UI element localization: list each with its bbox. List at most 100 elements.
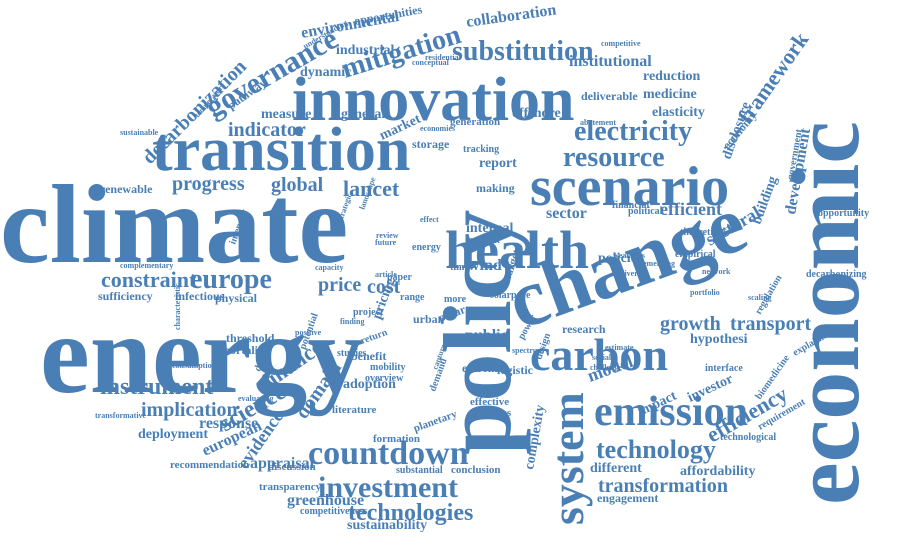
- cloud-word-climate: climate: [0, 163, 348, 287]
- cloud-word-literature: literature: [332, 404, 377, 416]
- cloud-word-transport: transport: [730, 313, 811, 335]
- cloud-word-sustainability: sustainability: [347, 518, 427, 533]
- cloud-word-estimate: estimate: [605, 343, 634, 352]
- cloud-word-progress: progress: [172, 173, 245, 195]
- cloud-word-policies: policies: [598, 251, 643, 266]
- cloud-word-emission: emission: [594, 389, 748, 435]
- cloud-word-complementary: complementary: [120, 261, 173, 270]
- cloud-word-institutional: institutional: [569, 53, 652, 70]
- cloud-word-transformation: transformation: [598, 475, 728, 497]
- cloud-word-greenhouse: greenhouse: [287, 492, 364, 509]
- cloud-word-mobility: mobility: [370, 362, 406, 373]
- cloud-word-decarbonizing: decarbonizing: [806, 269, 867, 280]
- cloud-word-portfolio: portfolio: [690, 288, 720, 297]
- cloud-word-finding: finding: [340, 317, 364, 326]
- cloud-word-article: article: [375, 270, 397, 279]
- cloud-word-emerging: emerging: [643, 259, 675, 268]
- cloud-word-renewable: renewable: [100, 182, 153, 196]
- cloud-word-cost: cost: [367, 276, 401, 298]
- cloud-word-lancet: lancet: [343, 176, 400, 201]
- cloud-word-different: different: [590, 461, 642, 476]
- cloud-word-offshore: offshore: [512, 106, 561, 121]
- cloud-word-measure: measure: [261, 107, 311, 122]
- cloud-word-future: future: [375, 238, 397, 247]
- cloud-word-report: report: [479, 156, 517, 171]
- cloud-word-social: social: [592, 353, 612, 362]
- cloud-word-transparency: transparency: [259, 481, 322, 493]
- cloud-word-sustainable: sustainable: [120, 128, 159, 137]
- cloud-word-interface: interface: [705, 363, 743, 374]
- cloud-word-wind: wind: [468, 257, 502, 274]
- cloud-word-elasticity: elasticity: [652, 105, 705, 120]
- cloud-word-current: current: [468, 235, 501, 246]
- cloud-word-review: review: [376, 231, 399, 240]
- cloud-word-making: making: [476, 181, 515, 195]
- cloud-word-instrument: instrument: [100, 374, 213, 400]
- cloud-word-technologies: technologies: [348, 500, 473, 526]
- cloud-word-pace: pace: [511, 290, 531, 301]
- cloud-word-time: time: [450, 262, 469, 273]
- cloud-word-resource: resource: [563, 142, 665, 173]
- cloud-word-deployment: deployment: [138, 427, 208, 442]
- cloud-word-price: price: [318, 274, 361, 296]
- cloud-word-mortality: mortality: [220, 343, 268, 357]
- cloud-word-competitive: competitive: [601, 39, 641, 48]
- cloud-word-evaluating: evaluating: [238, 394, 274, 403]
- cloud-word-spectrum: spectrum: [512, 346, 544, 355]
- cloud-word-global: global: [271, 174, 324, 196]
- cloud-word-discussion: discussion: [268, 461, 316, 473]
- cloud-word-consumption: consumption: [172, 361, 217, 370]
- cloud-word-medicine: medicine: [643, 87, 697, 102]
- cloud-word-conceptual: conceptual: [412, 58, 450, 67]
- cloud-word-logistic: logistic: [497, 363, 534, 377]
- cloud-word-public: public: [465, 327, 508, 344]
- cloud-word-europe: europe: [190, 264, 272, 295]
- cloud-word-scaling: scaling: [748, 293, 772, 302]
- cloud-word-scenario: scenario: [530, 156, 729, 218]
- cloud-word-theoretical: theoretical: [680, 227, 726, 238]
- cloud-word-threshold: threshold: [226, 331, 275, 345]
- cloud-word-diverse: diverse: [620, 269, 645, 278]
- cloud-word-substitution: substitution: [452, 36, 594, 67]
- cloud-word-positive: positive: [295, 328, 322, 337]
- cloud-word-response: response: [199, 415, 258, 432]
- cloud-word-transformative: transformative: [95, 411, 147, 420]
- cloud-word-studies: studies: [337, 348, 367, 359]
- cloud-word-effect: effect: [420, 215, 439, 224]
- cloud-word-political: political: [628, 206, 663, 217]
- cloud-word-solar: solar: [490, 290, 512, 301]
- cloud-word-industrial: industrial: [336, 43, 394, 58]
- cloud-word-innovation: innovation: [292, 66, 575, 134]
- cloud-word-health: health: [445, 220, 589, 280]
- cloud-word-extreme: extreme: [462, 361, 504, 375]
- cloud-word-physical: physical: [215, 291, 258, 305]
- cloud-word-return: return: [359, 327, 389, 347]
- cloud-word-weakness: weakness: [613, 251, 645, 260]
- cloud-word-sector: sector: [546, 205, 587, 222]
- cloud-word-hypothesi: hypothesi: [690, 332, 748, 347]
- cloud-word-electricity: electricity: [574, 116, 692, 147]
- cloud-word-economies: economies: [420, 124, 455, 133]
- cloud-word-energy: energy: [412, 242, 441, 253]
- cloud-word-business: business: [472, 407, 512, 419]
- cloud-word-constraint: constraint: [101, 267, 197, 292]
- cloud-word-energy: energy: [40, 293, 363, 417]
- cloud-word-carbon: carbon: [530, 329, 668, 380]
- cloud-word-efficient: efficient: [660, 199, 722, 219]
- cloud-word-network: network: [702, 267, 731, 276]
- cloud-word-residential: residential: [425, 53, 462, 62]
- cloud-word-characteristic: characteristic: [173, 283, 182, 330]
- cloud-word-paper: paper: [387, 272, 413, 283]
- cloud-word-implication: implication: [141, 399, 238, 421]
- cloud-word-appraisal: appraisal: [250, 455, 315, 472]
- cloud-word-growth: growth: [660, 313, 721, 335]
- cloud-word-project: project: [353, 307, 384, 318]
- cloud-word-challenge: challenge: [590, 363, 622, 372]
- cloud-word-formation: formation: [373, 433, 420, 445]
- cloud-word-technological: technological: [720, 432, 776, 443]
- cloud-word-substantial: substantial: [396, 465, 443, 476]
- cloud-word-abatement: abatement: [580, 118, 616, 127]
- cloud-word-overview: overview: [365, 373, 404, 384]
- cloud-word-effective: effective: [470, 396, 509, 408]
